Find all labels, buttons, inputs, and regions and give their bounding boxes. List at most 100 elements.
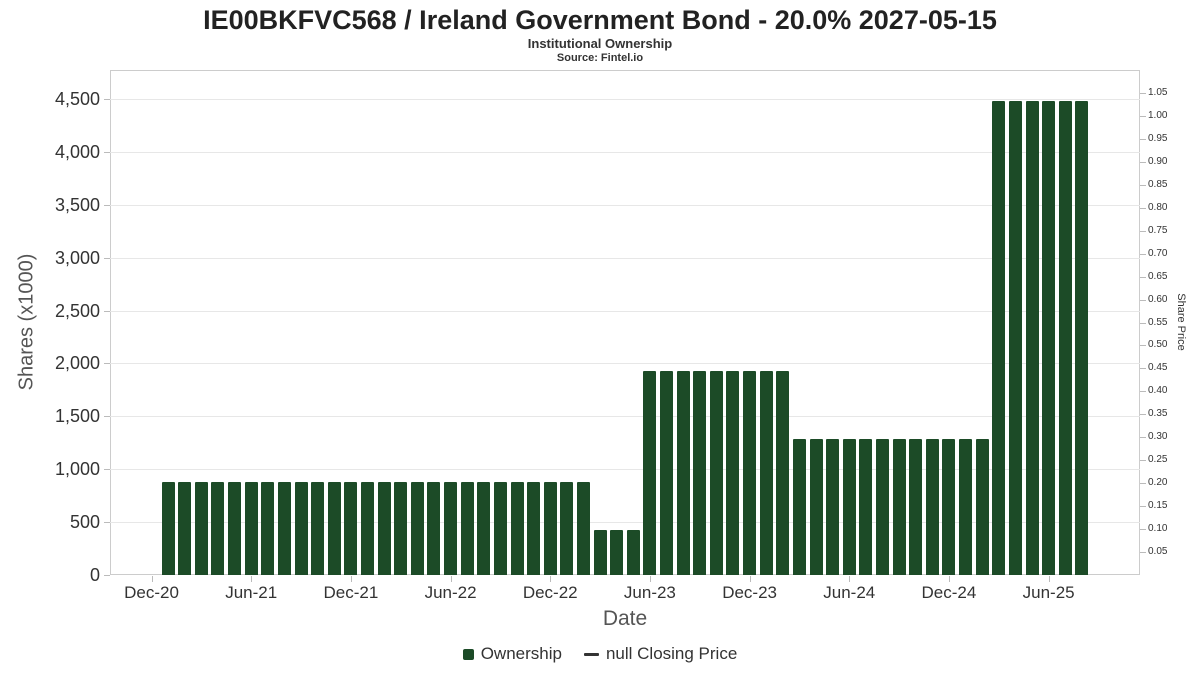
- x-axis-tick-label: Jun-23: [623, 583, 676, 602]
- ownership-bar[interactable]: [593, 529, 607, 575]
- y-axis-tick-label: 1,500: [54, 406, 100, 427]
- y2-axis-tick-label: 0.15: [1148, 500, 1168, 512]
- ownership-bar[interactable]: [344, 482, 358, 575]
- ownership-bar[interactable]: [427, 482, 441, 575]
- ownership-bar[interactable]: [942, 438, 956, 575]
- legend-item-closing-price[interactable]: null Closing Price: [583, 644, 737, 664]
- ownership-bar[interactable]: [194, 482, 208, 575]
- gridline: [110, 98, 1140, 100]
- y2-axis-title: Share Price: [1175, 293, 1187, 351]
- ownership-bar[interactable]: [925, 438, 939, 575]
- closing-price-series-marker: [583, 652, 599, 656]
- ownership-bar[interactable]: [527, 482, 541, 575]
- gridline: [110, 522, 1140, 524]
- x-axis-tick-label: Dec-21: [323, 583, 379, 602]
- x-axis-tick: [649, 576, 651, 582]
- ownership-bar[interactable]: [510, 482, 524, 575]
- ownership-bar[interactable]: [776, 370, 790, 575]
- y2-axis-tick-label: 1.05: [1148, 86, 1168, 98]
- y2-axis-tick: [1140, 460, 1146, 462]
- y-axis-tick-label: 2,500: [54, 300, 100, 321]
- y2-axis-tick: [1140, 506, 1146, 508]
- ownership-bar[interactable]: [693, 370, 707, 575]
- gridline: [110, 469, 1140, 471]
- x-axis-tick: [749, 576, 751, 582]
- ownership-bar[interactable]: [809, 438, 823, 575]
- ownership-bar[interactable]: [660, 370, 674, 575]
- ownership-bar[interactable]: [842, 438, 856, 575]
- ownership-bar[interactable]: [244, 482, 258, 575]
- y2-axis-tick-label: 0.80: [1148, 201, 1168, 213]
- y-axis-tick-label: 0: [89, 565, 100, 585]
- ownership-bar[interactable]: [493, 482, 507, 575]
- ownership-bar[interactable]: [277, 482, 291, 575]
- y-axis-tick: [104, 575, 110, 576]
- legend-item-ownership[interactable]: Ownership: [462, 644, 562, 664]
- x-axis-tick-label: Dec-23: [722, 583, 777, 602]
- y2-axis-tick: [1140, 253, 1146, 255]
- legend: Ownership null Closing Price: [0, 644, 1200, 664]
- ownership-bar[interactable]: [709, 370, 723, 575]
- x-axis-tick: [350, 576, 352, 582]
- ownership-bar[interactable]: [576, 482, 590, 575]
- x-axis-title: Date: [602, 607, 648, 630]
- ownership-bar[interactable]: [211, 482, 225, 575]
- ownership-bar[interactable]: [759, 370, 773, 575]
- gridline: [110, 310, 1140, 312]
- ownership-bar[interactable]: [826, 438, 840, 575]
- ownership-bar[interactable]: [228, 482, 242, 575]
- ownership-bar[interactable]: [410, 482, 424, 575]
- x-axis-tick: [251, 576, 253, 582]
- y-axis-tick: [104, 204, 110, 206]
- y-axis-tick: [104, 522, 110, 524]
- y2-axis-tick-label: 0.25: [1148, 454, 1168, 466]
- ownership-bar[interactable]: [610, 529, 624, 575]
- ownership-bar[interactable]: [294, 482, 308, 575]
- ownership-bar[interactable]: [726, 370, 740, 575]
- ownership-bar[interactable]: [859, 438, 873, 575]
- ownership-bar[interactable]: [1075, 101, 1089, 575]
- ownership-bar[interactable]: [1042, 101, 1056, 575]
- y2-axis-tick: [1140, 276, 1146, 278]
- ownership-bar[interactable]: [643, 370, 657, 575]
- ownership-bar[interactable]: [361, 482, 374, 575]
- ownership-bar[interactable]: [460, 482, 474, 575]
- ownership-bar[interactable]: [1025, 101, 1039, 575]
- ownership-bar[interactable]: [626, 529, 640, 575]
- x-axis-tick-label: Jun-22: [424, 583, 477, 602]
- ownership-bar[interactable]: [327, 482, 341, 575]
- ownership-bar[interactable]: [477, 482, 491, 575]
- y2-axis-tick-label: 0.95: [1148, 132, 1168, 144]
- chart-subtitle: Institutional Ownership: [527, 36, 673, 51]
- y-axis-tick: [104, 257, 110, 259]
- ownership-bar[interactable]: [560, 482, 574, 575]
- ownership-bar[interactable]: [161, 482, 175, 575]
- ownership-bar[interactable]: [377, 482, 391, 575]
- y-axis-tick: [104, 416, 110, 418]
- ownership-bar[interactable]: [992, 101, 1006, 575]
- ownership-bar[interactable]: [743, 370, 757, 575]
- ownership-bar[interactable]: [876, 438, 889, 575]
- ownership-bar[interactable]: [1008, 101, 1022, 575]
- ownership-bar[interactable]: [909, 438, 923, 575]
- ownership-bar[interactable]: [543, 482, 557, 575]
- gridline: [110, 416, 1140, 418]
- ownership-bar[interactable]: [261, 482, 275, 575]
- ownership-bar[interactable]: [1058, 101, 1072, 575]
- ownership-bar[interactable]: [444, 482, 458, 575]
- ownership-bar[interactable]: [959, 438, 973, 575]
- ownership-bar[interactable]: [676, 370, 690, 575]
- ownership-bar[interactable]: [311, 482, 325, 575]
- y2-axis-tick: [1140, 207, 1146, 209]
- x-axis-tick-label: Dec-20: [124, 583, 179, 602]
- ownership-bar[interactable]: [975, 438, 989, 575]
- ownership-bar[interactable]: [792, 438, 806, 575]
- ownership-bar[interactable]: [892, 438, 906, 575]
- x-axis-tick-label: Jun-25: [1022, 583, 1075, 602]
- y-axis-tick-label: 4,000: [54, 141, 100, 162]
- ownership-bar[interactable]: [178, 482, 192, 575]
- y2-axis-tick: [1140, 483, 1146, 485]
- x-axis-tick: [450, 576, 452, 582]
- y2-axis-tick: [1140, 184, 1146, 186]
- ownership-bar[interactable]: [394, 482, 408, 575]
